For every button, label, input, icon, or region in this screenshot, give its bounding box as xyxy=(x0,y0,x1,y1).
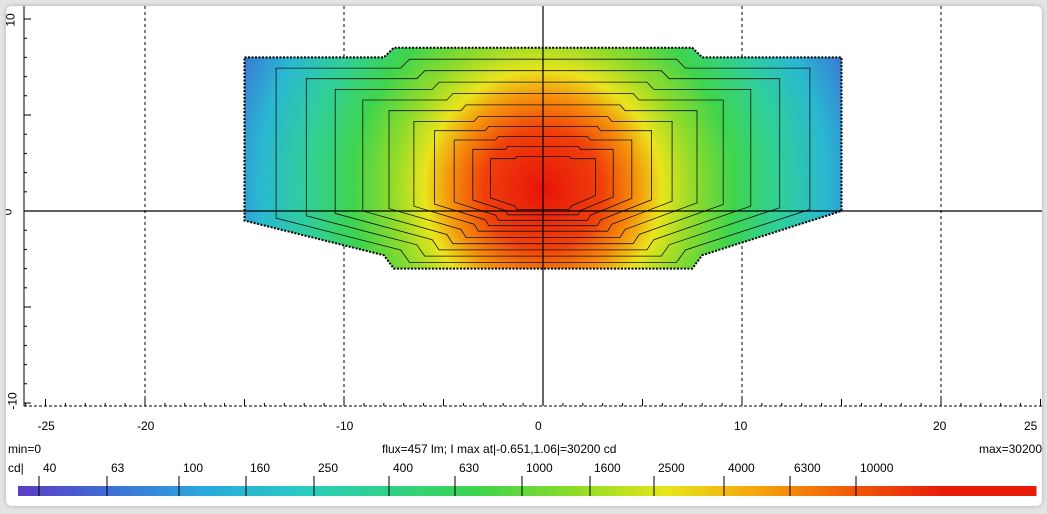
colorbar-layer xyxy=(18,476,1037,496)
iso-contour xyxy=(413,116,673,232)
colorbar-level-label: 63 xyxy=(111,461,125,475)
colorbar-segment xyxy=(850,486,944,496)
x-tick-label: -10 xyxy=(336,419,354,433)
iso-contour xyxy=(388,104,698,238)
intensity-plot xyxy=(18,6,1042,496)
y-tick-label: 0 xyxy=(6,209,14,216)
colorbar-segment xyxy=(943,486,1037,496)
colorbar-segment xyxy=(480,486,574,496)
colorbar-segment xyxy=(110,486,204,496)
y-tick-label: 10 xyxy=(6,13,18,27)
iso-contour xyxy=(334,81,752,251)
info-text: flux=457 lm; I max at|-0.651,1.06|=30200… xyxy=(382,442,617,456)
x-tick-label: 25 xyxy=(1024,419,1038,433)
colorbar-segment xyxy=(665,486,759,496)
max-label: max=30200 xyxy=(978,442,1042,456)
colorbar-level-label: 4000 xyxy=(728,461,755,475)
x-tick-label: 0 xyxy=(535,419,542,433)
x-tick-label: -20 xyxy=(137,419,155,433)
iso-contour xyxy=(434,126,652,227)
colorbar-level-label: 250 xyxy=(318,461,339,475)
scale-labels: -25-20-100102025100-10406310016025040063… xyxy=(6,6,1042,506)
iso-contour xyxy=(275,58,811,263)
colorbar-segment xyxy=(295,486,389,496)
colorbar-level-label: 1000 xyxy=(526,461,553,475)
min-label: min=0 xyxy=(8,442,42,456)
iso-contour xyxy=(490,156,596,210)
colorbar-segment xyxy=(18,486,112,496)
x-tick-label: 10 xyxy=(734,419,748,433)
colorbar-level-label: 40 xyxy=(43,461,57,475)
colorbar-level-label: 160 xyxy=(250,461,271,475)
colorbar-level-label: 400 xyxy=(393,461,414,475)
colorbar-level-label: 630 xyxy=(459,461,480,475)
colorbar-segment xyxy=(388,486,482,496)
colorbar-level-label: 10000 xyxy=(860,461,894,475)
x-tick-label: 20 xyxy=(933,419,947,433)
y-tick-label: -10 xyxy=(6,392,20,410)
colorbar-level-label: 6300 xyxy=(794,461,821,475)
axis-layer xyxy=(24,6,1042,406)
colorbar-level-label: 100 xyxy=(183,461,204,475)
iso-contour xyxy=(362,93,724,245)
colorbar-segment xyxy=(573,486,667,496)
colorbar-unit-label: cd| xyxy=(8,461,24,475)
colorbar-segment xyxy=(758,486,852,496)
iso-contour xyxy=(453,136,633,221)
colorbar-level-label: 1600 xyxy=(594,461,621,475)
colorbar-segment xyxy=(203,486,297,496)
iso-contour xyxy=(305,70,781,257)
chart-frame: -25-20-100102025100-10406310016025040063… xyxy=(6,6,1042,506)
colorbar-level-label: 2500 xyxy=(658,461,685,475)
x-tick-label: -25 xyxy=(37,419,55,433)
